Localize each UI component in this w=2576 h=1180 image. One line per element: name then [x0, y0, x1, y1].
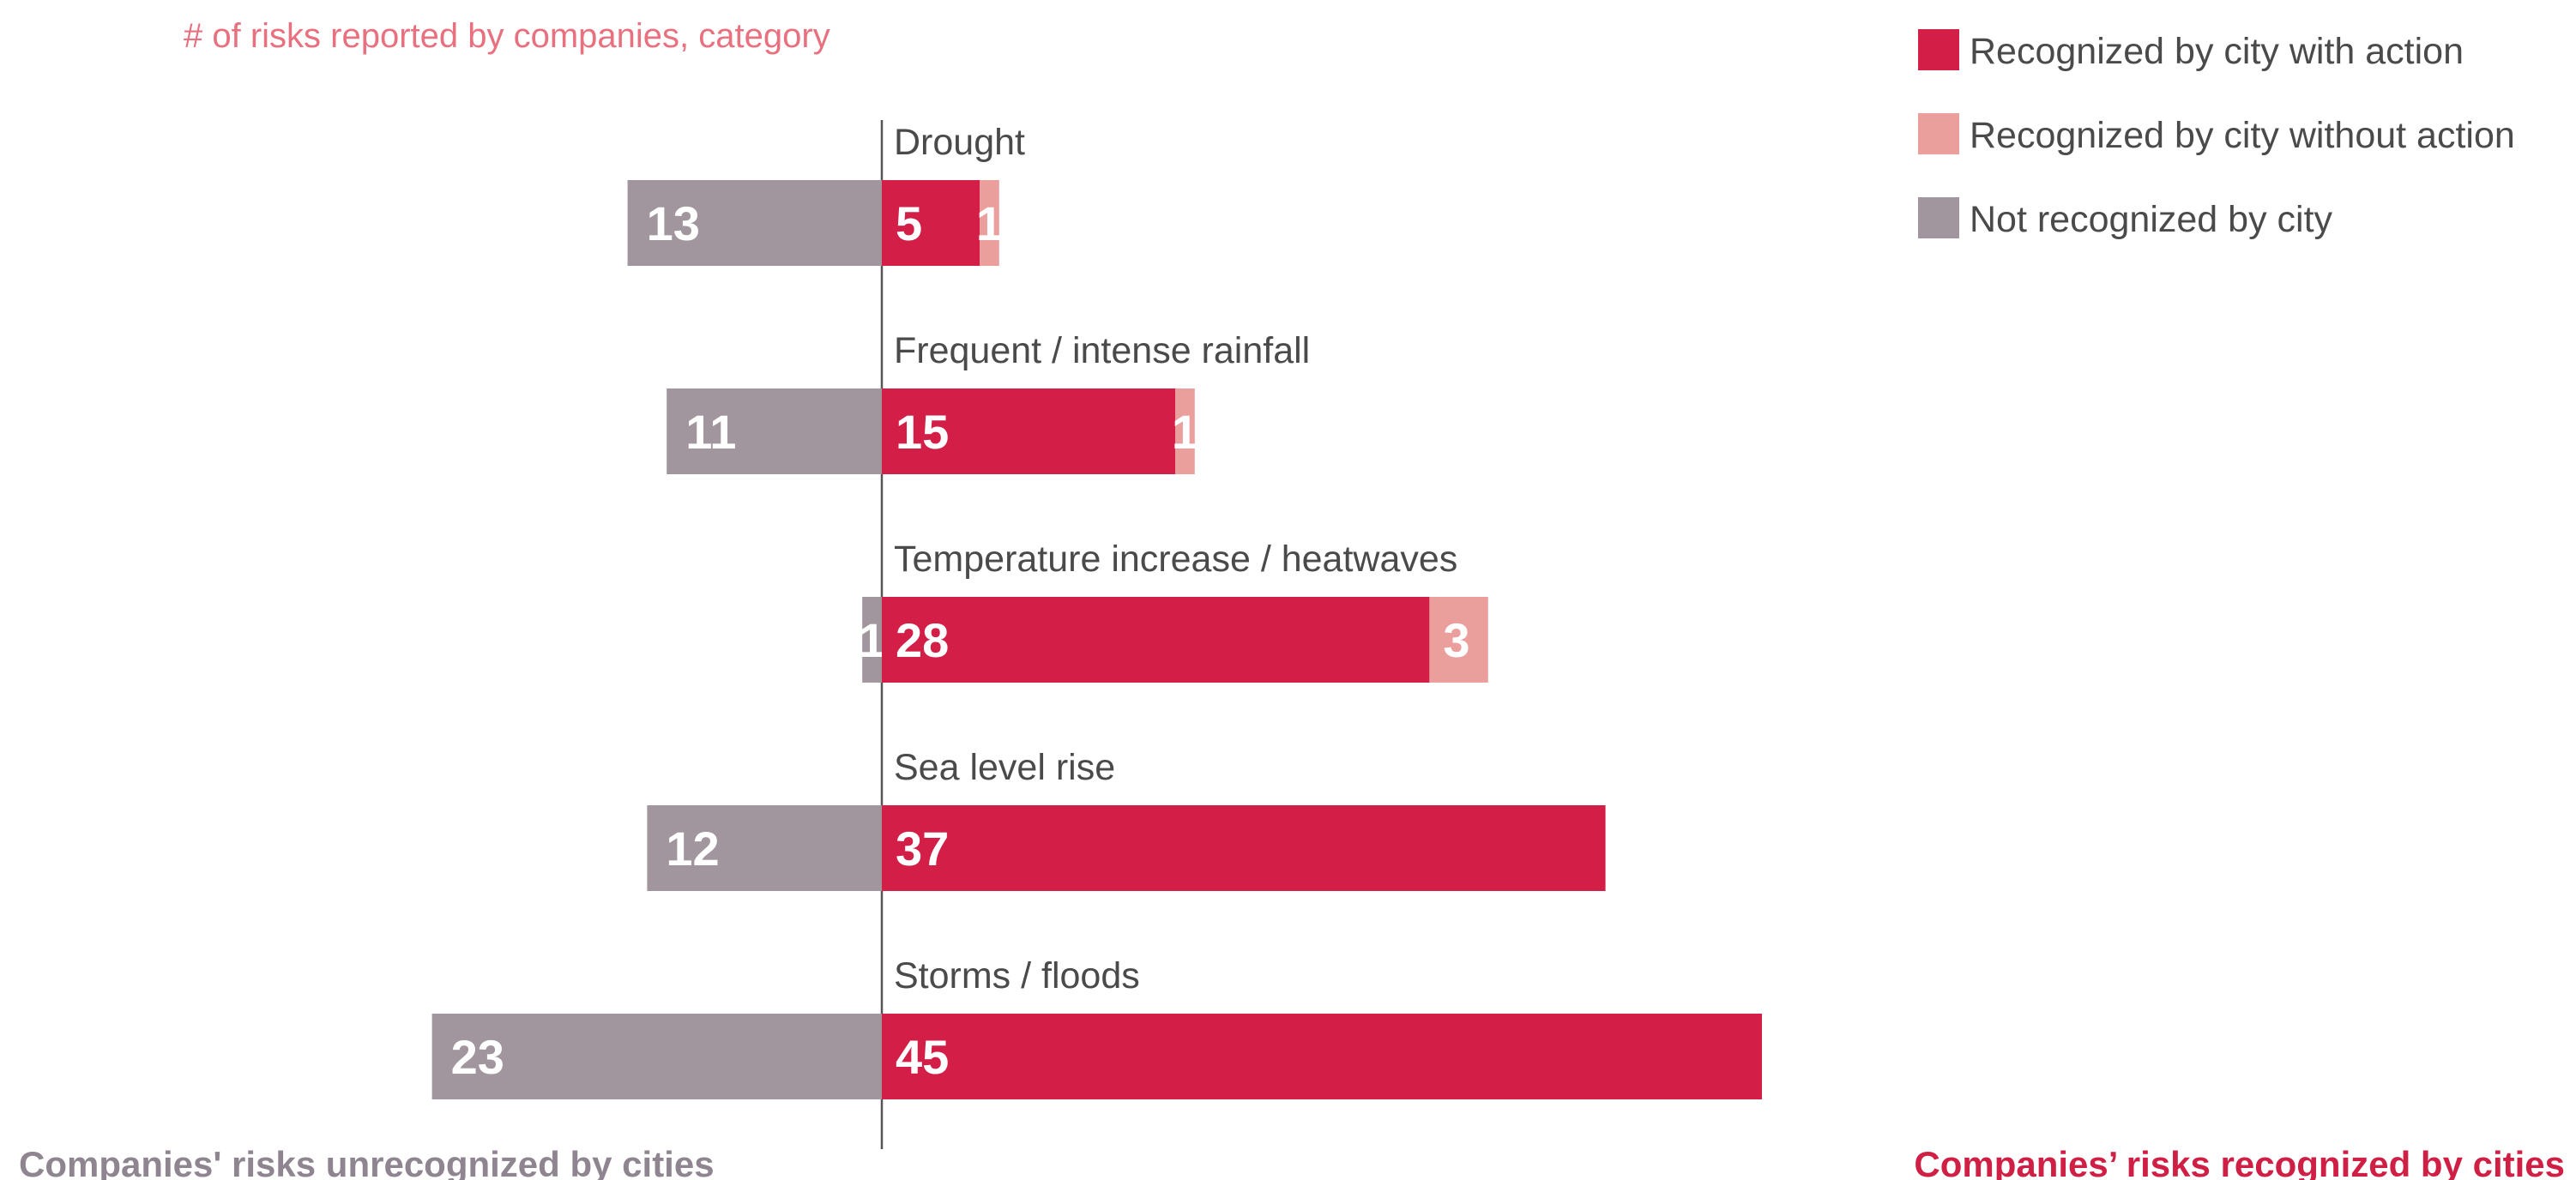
bar-with-action-3 — [882, 597, 1430, 683]
value-label-with-action-1: 5 — [896, 196, 922, 250]
value-label-not-recognized-5: 23 — [451, 1030, 504, 1084]
bar-without-action-1 — [980, 180, 999, 266]
legend-swatch-not-recognized — [1918, 197, 1959, 238]
value-label-with-action-4: 37 — [896, 822, 949, 876]
legend-label-not-recognized: Not recognized by city — [1970, 199, 2333, 240]
legend-label-without-action: Recognized by city without action — [1970, 115, 2515, 156]
legend-label-with-action: Recognized by city with action — [1970, 31, 2464, 72]
bar-with-action-4 — [882, 805, 1606, 891]
value-label-with-action-5: 45 — [896, 1030, 949, 1084]
category-label-1: Drought — [894, 122, 1025, 163]
bar-without-action-3 — [1429, 597, 1488, 683]
value-label-not-recognized-1: 13 — [647, 196, 700, 250]
bar-not-recognized-3 — [862, 597, 882, 683]
category-label-2: Frequent / intense rainfall — [894, 330, 1310, 371]
bar-not-recognized-2 — [667, 388, 882, 474]
bar-not-recognized-1 — [627, 180, 882, 266]
value-label-without-action-3: 3 — [1443, 613, 1469, 667]
value-label-not-recognized-2: 11 — [685, 405, 736, 459]
bar-with-action-5 — [882, 1014, 1762, 1099]
category-label-5: Storms / floods — [894, 955, 1140, 996]
bar-with-action-1 — [882, 180, 980, 266]
bar-not-recognized-4 — [647, 805, 882, 891]
bar-not-recognized-5 — [431, 1014, 883, 1099]
value-label-not-recognized-3: 1 — [859, 613, 885, 667]
chart-subtitle: # of risks reported by companies, catego… — [184, 17, 830, 55]
bar-without-action-2 — [1175, 388, 1195, 474]
left-footer-label: Companies' risks unrecognized by cities — [19, 1144, 715, 1180]
value-label-without-action-2: 1 — [1172, 405, 1198, 459]
category-label-3: Temperature increase / heatwaves — [894, 539, 1457, 580]
legend: Recognized by city with action Recognized… — [1918, 29, 2515, 240]
value-label-not-recognized-4: 12 — [666, 822, 719, 876]
value-label-with-action-3: 28 — [896, 613, 949, 667]
bar-with-action-2 — [882, 388, 1175, 474]
category-label-4: Sea level rise — [894, 747, 1115, 788]
value-label-without-action-1: 1 — [976, 196, 1003, 250]
legend-swatch-without-action — [1918, 113, 1959, 154]
legend-swatch-with-action — [1918, 29, 1959, 70]
right-footer-label: Companies’ risks recognized by cities — [1914, 1144, 2565, 1180]
value-label-with-action-2: 15 — [896, 405, 949, 459]
